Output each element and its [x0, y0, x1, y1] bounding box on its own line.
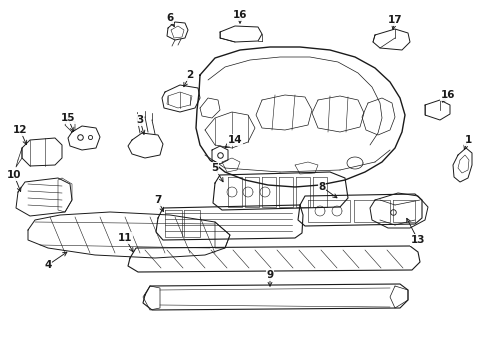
Text: 7: 7	[154, 195, 162, 205]
Text: 11: 11	[118, 233, 132, 243]
Text: 12: 12	[13, 125, 27, 135]
Text: 14: 14	[227, 135, 242, 145]
Text: 2: 2	[186, 70, 193, 80]
Text: 6: 6	[166, 13, 173, 23]
Text: 3: 3	[136, 115, 143, 125]
Text: 4: 4	[44, 260, 52, 270]
Text: 5: 5	[211, 163, 218, 173]
Text: 9: 9	[266, 270, 273, 280]
Text: 16: 16	[440, 90, 454, 100]
Text: 17: 17	[387, 15, 402, 25]
Text: 1: 1	[464, 135, 470, 145]
Text: 15: 15	[61, 113, 75, 123]
Text: 8: 8	[318, 182, 325, 192]
Text: 13: 13	[410, 235, 425, 245]
Text: 16: 16	[232, 10, 247, 20]
Text: 10: 10	[7, 170, 21, 180]
